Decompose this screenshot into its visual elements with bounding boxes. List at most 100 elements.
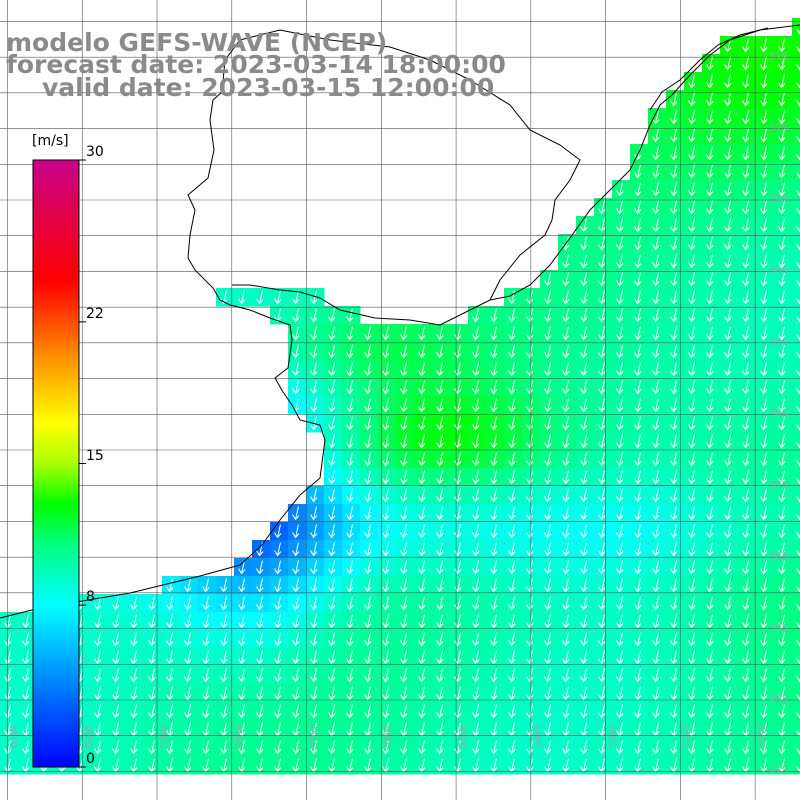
wind-speed-cell	[792, 72, 800, 91]
wind-arrow	[346, 416, 354, 431]
wind-arrow	[616, 398, 624, 413]
wind-arrow	[310, 326, 318, 341]
wind-arrow	[418, 704, 426, 719]
wind-arrow	[508, 362, 516, 377]
wind-arrow	[634, 632, 642, 647]
wind-arrow	[544, 560, 552, 575]
wind-arrow	[364, 470, 372, 485]
wind-speed-cell	[792, 738, 800, 757]
wind-arrow	[598, 668, 606, 683]
wind-arrow	[310, 578, 318, 593]
wind-arrow	[22, 632, 30, 647]
wind-arrow	[544, 398, 552, 413]
wind-arrow	[22, 668, 30, 683]
wind-arrow	[580, 362, 588, 377]
wind-arrow	[256, 740, 264, 755]
wind-arrow	[724, 236, 732, 251]
wind-arrow	[418, 488, 426, 503]
wind-arrow	[724, 470, 732, 485]
wind-arrow	[310, 344, 318, 359]
wind-arrow	[778, 470, 786, 485]
wind-arrow	[760, 218, 768, 233]
wind-arrow	[292, 740, 300, 755]
wind-arrow	[490, 524, 498, 539]
wind-arrow	[688, 596, 696, 611]
wind-arrow	[670, 614, 678, 629]
wind-arrow	[238, 668, 246, 683]
wind-arrow	[418, 524, 426, 539]
wind-arrow	[778, 146, 786, 161]
wind-speed-cell	[792, 450, 800, 469]
wind-arrow	[760, 578, 768, 593]
wind-arrow	[454, 344, 462, 359]
wind-arrow	[724, 452, 732, 467]
wind-arrow	[436, 362, 444, 377]
wind-arrow	[130, 704, 138, 719]
wind-arrow	[94, 704, 102, 719]
wind-arrow	[238, 740, 246, 755]
wind-arrow	[634, 452, 642, 467]
wind-arrow	[202, 704, 210, 719]
wind-arrow	[328, 668, 336, 683]
wind-arrow	[310, 506, 318, 521]
wind-speed-cell	[792, 36, 800, 55]
wind-arrow	[724, 182, 732, 197]
wind-arrow	[130, 740, 138, 755]
wind-arrow	[706, 254, 714, 269]
wind-arrow	[400, 650, 408, 665]
wind-arrow	[760, 200, 768, 215]
wind-arrow	[112, 596, 120, 611]
wind-arrow	[508, 596, 516, 611]
wind-arrow	[400, 344, 408, 359]
wind-arrow	[472, 596, 480, 611]
wind-arrow	[634, 308, 642, 323]
wind-arrow	[112, 704, 120, 719]
wind-arrow	[724, 74, 732, 89]
longitude-label: 51W	[757, 725, 769, 748]
wind-arrow	[688, 398, 696, 413]
wind-arrow	[328, 542, 336, 557]
wind-arrow	[292, 326, 300, 341]
wind-arrow	[436, 596, 444, 611]
wind-arrow	[706, 506, 714, 521]
colorbar-unit: [m/s]	[32, 133, 69, 149]
wind-arrow	[760, 128, 768, 143]
wind-speed-cell	[792, 18, 800, 37]
wind-arrow	[724, 686, 732, 701]
wind-arrow	[382, 488, 390, 503]
wind-arrow	[472, 434, 480, 449]
wind-arrow	[454, 704, 462, 719]
wind-arrow	[778, 650, 786, 665]
wind-arrow	[472, 488, 480, 503]
wind-arrow	[616, 182, 624, 197]
wind-arrow	[652, 398, 660, 413]
wind-arrow	[382, 344, 390, 359]
wind-arrow	[706, 704, 714, 719]
wind-arrow	[670, 308, 678, 323]
wind-arrow	[454, 524, 462, 539]
latitude-label: 31S	[769, 51, 789, 63]
wind-arrow	[616, 416, 624, 431]
wind-arrow	[436, 740, 444, 755]
wind-arrow	[256, 560, 264, 575]
wind-arrow	[652, 650, 660, 665]
wind-arrow	[436, 524, 444, 539]
wind-arrow	[436, 434, 444, 449]
wind-arrow	[490, 434, 498, 449]
wind-arrow	[670, 92, 678, 107]
wind-arrow	[274, 596, 282, 611]
wind-arrow	[202, 650, 210, 665]
wind-arrow	[544, 542, 552, 557]
wind-arrow	[364, 542, 372, 557]
wind-arrow	[202, 686, 210, 701]
wind-arrow	[454, 488, 462, 503]
wind-arrow	[706, 200, 714, 215]
wind-arrow	[310, 308, 318, 323]
wind-arrow	[292, 362, 300, 377]
wind-arrow	[760, 668, 768, 683]
wind-arrow	[220, 686, 228, 701]
wind-arrow	[436, 326, 444, 341]
wind-arrow	[634, 686, 642, 701]
wind-arrow	[418, 578, 426, 593]
